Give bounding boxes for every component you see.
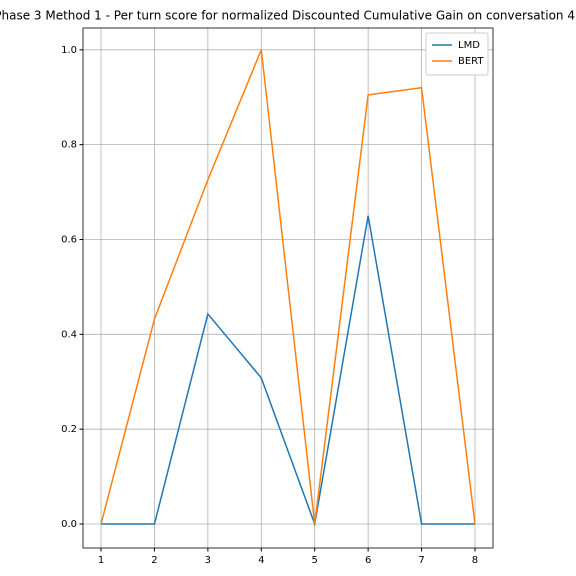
y-tick-label: 0.8	[61, 140, 77, 151]
line-series	[100, 49, 476, 525]
x-tick-label: 5	[312, 555, 318, 566]
legend-label: BERT	[458, 56, 484, 67]
x-tick-label: 4	[258, 555, 264, 566]
x-tick-label: 1	[98, 555, 104, 566]
x-tick-label: 8	[472, 555, 478, 566]
y-tick-label: 1.0	[61, 45, 77, 56]
legend-label: LMD	[458, 40, 480, 51]
legend-box	[425, 32, 489, 76]
plot-frame	[82, 27, 494, 549]
y-tick-label: 0.2	[61, 424, 77, 435]
x-tick-label: 2	[151, 555, 157, 566]
y-tick-label: 0.0	[61, 519, 77, 530]
x-tick-label: 3	[205, 555, 211, 566]
x-tick-label: 7	[418, 555, 424, 566]
line-series	[101, 215, 475, 527]
chart-title: Phase 3 Method 1 - Per turn score for no…	[0, 9, 575, 23]
y-tick-label: 0.6	[61, 234, 77, 245]
y-tick-label: 0.4	[61, 329, 77, 340]
x-tick-label: 6	[365, 555, 371, 566]
